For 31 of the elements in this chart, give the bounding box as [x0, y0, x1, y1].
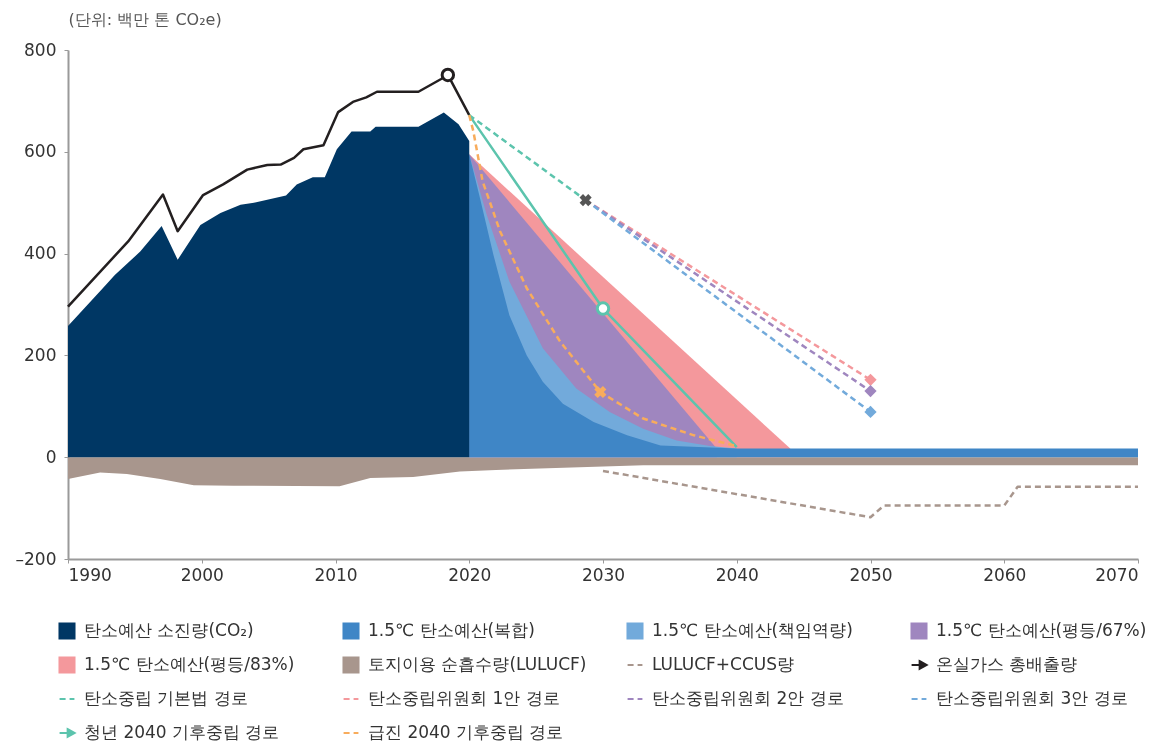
x-tick-label: 2060	[983, 564, 1027, 585]
legend-label: 1.5℃ 탄소예산(복합)	[368, 620, 535, 641]
y-tick-label: 200	[24, 344, 57, 365]
legend-label: 탄소중립위원회 1안 경로	[368, 688, 560, 708]
y-tick-label: 400	[24, 243, 57, 264]
x-tick-label: 2010	[314, 564, 358, 585]
legend-label: 1.5℃ 탄소예산(책임역량)	[652, 620, 853, 641]
y-tick-label: 600	[24, 141, 57, 162]
legend-label: 1.5℃ 탄소예산(평등/83%)	[84, 654, 295, 674]
legend-label: 탄소중립위원회 3안 경로	[936, 688, 1128, 708]
y-tick-label: 800	[24, 39, 57, 60]
x-tick-label: 2050	[849, 564, 893, 585]
legend-label: 탄소예산 소진량(CO₂)	[84, 620, 254, 641]
line-series	[601, 469, 1140, 519]
legend-label: 토지이용 순흡수량(LULUCF)	[368, 654, 587, 674]
x-tick-label: 2070	[1095, 564, 1139, 585]
legend-label: 급진 2040 기후중립 경로	[368, 722, 564, 742]
legend-label: 온실가스 총배출량	[936, 654, 1078, 674]
legend-label: 청년 2040 기후중립 경로	[84, 722, 280, 742]
x-tick-label: 2030	[581, 564, 626, 585]
legend-label: LULUCF+CCUS량	[652, 654, 795, 674]
legend-label: 탄소중립위원회 2안 경로	[652, 688, 844, 708]
x-tick-label: 1990	[68, 564, 112, 585]
legend-label: 1.5℃ 탄소예산(평등/67%)	[936, 620, 1147, 641]
y-axis-title: (단위: 백만 톤 CO₂e)	[68, 9, 222, 29]
y-tick-label: –200	[15, 548, 57, 569]
y-tick-label: 0	[45, 446, 57, 467]
x-tick-label: 2000	[180, 564, 224, 585]
x-tick-label: 2020	[448, 564, 492, 585]
x-tick-label: 2040	[715, 564, 759, 585]
legend-label: 탄소중립 기본법 경로	[84, 688, 248, 708]
